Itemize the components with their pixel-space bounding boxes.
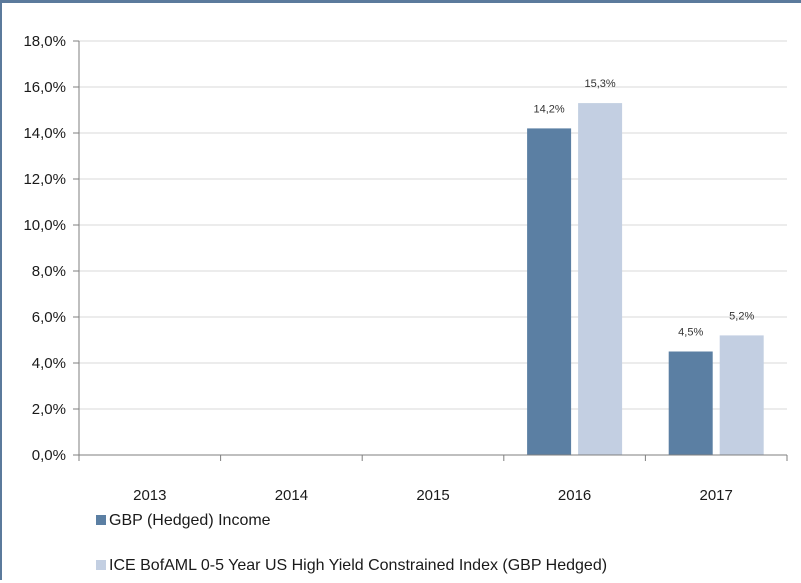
y-tick-label: 16,0% — [23, 79, 66, 96]
y-tick-label: 14,0% — [23, 125, 66, 142]
legend: GBP (Hedged) Income ICE BofAML 0-5 Year U… — [96, 512, 607, 574]
data-label: 14,2% — [533, 103, 564, 115]
y-tick-label: 18,0% — [23, 33, 66, 50]
x-tick-labels: 2013 2014 2015 2016 2017 — [133, 487, 733, 504]
bar-chart: 0,0% 2,0% 4,0% 6,0% 8,0% 10,0% 12,0% 14,0% 16,0%… — [23, 33, 788, 574]
data-labels: 14,2% 15,3% 4,5% 5,2% — [533, 78, 754, 338]
data-label: 4,5% — [678, 327, 703, 339]
axes — [73, 40, 788, 461]
bar-index-2017 — [719, 335, 764, 455]
y-tick-label: 6,0% — [32, 309, 66, 326]
x-tick-label: 2016 — [558, 487, 591, 504]
y-tick-label: 0,0% — [32, 447, 66, 464]
legend-swatch — [96, 560, 106, 570]
y-tick-label: 10,0% — [23, 217, 66, 234]
data-label: 5,2% — [729, 310, 754, 322]
y-tick-labels: 0,0% 2,0% 4,0% 6,0% 8,0% 10,0% 12,0% 14,0% 16,0%… — [23, 33, 66, 464]
bar-fund-2017 — [668, 351, 713, 455]
x-tick-label: 2015 — [416, 487, 449, 504]
gridlines — [79, 40, 787, 410]
bars — [527, 103, 764, 455]
bar-index-2016 — [578, 103, 623, 455]
data-label: 15,3% — [584, 78, 615, 90]
x-tick-label: 2014 — [275, 487, 308, 504]
y-tick-label: 12,0% — [23, 171, 66, 188]
x-tick-label: 2013 — [133, 487, 166, 504]
bar-fund-2016 — [527, 128, 572, 455]
y-tick-label: 4,0% — [32, 355, 66, 372]
legend-label: ICE BofAML 0-5 Year US High Yield Constr… — [109, 557, 607, 574]
x-tick-label: 2017 — [700, 487, 733, 504]
legend-swatch — [96, 515, 106, 525]
y-tick-label: 2,0% — [32, 401, 66, 418]
y-tick-label: 8,0% — [32, 263, 66, 280]
legend-label: GBP (Hedged) Income — [109, 512, 271, 529]
